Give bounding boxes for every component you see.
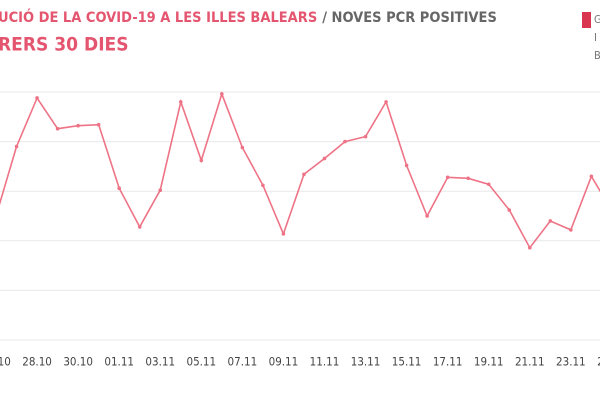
x-tick-label: 11.11 (310, 355, 340, 369)
x-tick-label: 13.11 (351, 355, 381, 369)
data-point (76, 123, 80, 128)
data-point (507, 208, 512, 212)
data-point (220, 92, 224, 96)
data-point (466, 176, 470, 181)
x-tick-label: 25.11 (597, 355, 600, 369)
data-point (96, 122, 101, 127)
logo: G I B (582, 12, 600, 62)
x-tick-label: 21.11 (515, 355, 545, 369)
data-point (261, 183, 265, 188)
logo-letter: G (594, 13, 600, 26)
data-point (589, 174, 594, 179)
data-point (240, 145, 245, 150)
data-point (404, 163, 409, 168)
data-point (302, 172, 306, 177)
title: UCIÓ DE LA COVID-19 A LES ILLES BALEARS (0, 8, 317, 26)
title-detail: / NOVES PCR POSITIVES (322, 10, 497, 26)
data-point (178, 100, 183, 104)
x-tick-label: 30.10 (63, 355, 93, 369)
x-tick-label: 15.11 (392, 355, 422, 369)
x-tick-label: 28.10 (22, 355, 52, 369)
data-point (363, 134, 368, 139)
logo-icon (582, 12, 591, 28)
logo-letter: I (594, 31, 597, 44)
x-tick-label: 03.11 (145, 355, 175, 369)
data-point (14, 144, 19, 149)
data-point (486, 182, 491, 187)
data-line (0, 91, 600, 250)
x-tick-label: 23.11 (556, 355, 586, 369)
x-tick-label: 26.10 (0, 355, 11, 369)
subtitle: RERS 30 DIES (0, 34, 129, 56)
x-tick-label: 09.11 (269, 355, 299, 369)
data-point (35, 96, 39, 100)
data-point (569, 228, 573, 232)
data-point (343, 139, 347, 144)
data-point (445, 175, 450, 180)
x-tick-label: 05.11 (186, 355, 216, 369)
chart-title: UCIÓ DE LA COVID-19 A LES ILLES BALEARS /… (0, 8, 497, 26)
data-point (158, 188, 163, 193)
x-tick-label: 07.11 (228, 355, 258, 369)
data-point (322, 156, 327, 161)
data-point (548, 219, 553, 223)
data-point (199, 158, 204, 163)
data-point (425, 214, 429, 218)
data-point (117, 186, 121, 191)
data-point (55, 126, 60, 131)
data-point (527, 245, 532, 250)
x-tick-label: 01.11 (104, 355, 134, 369)
data-point (137, 225, 142, 229)
x-tick-label: 19.11 (474, 355, 504, 369)
x-tick-label: 17.11 (433, 355, 463, 369)
logo-letter: B (594, 49, 600, 62)
data-point (384, 100, 388, 104)
data-point (281, 232, 286, 236)
